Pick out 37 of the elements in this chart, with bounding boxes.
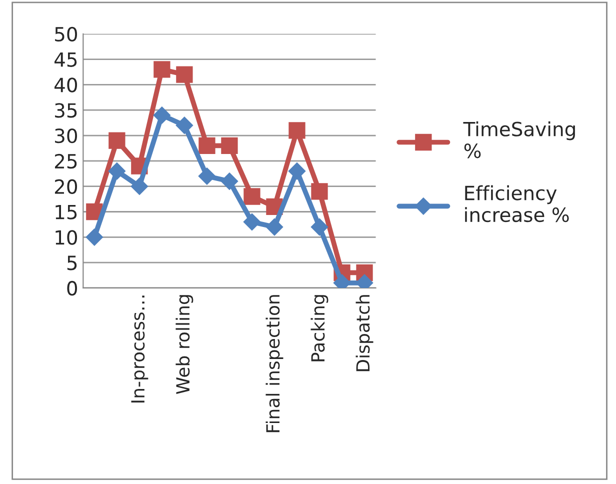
x-tick-label: Dispatch: [356, 295, 374, 372]
point: [310, 218, 328, 236]
point: [130, 178, 148, 195]
point: [108, 162, 126, 180]
legend-label: TimeSaving %: [463, 121, 575, 158]
x-tick-label: Packing: [310, 295, 328, 362]
point: [221, 137, 238, 154]
point: [266, 218, 284, 236]
legend-label: Efficiency increase %: [465, 185, 569, 222]
point: [108, 132, 126, 149]
y-tick-label: 0: [67, 280, 78, 296]
point: [288, 122, 306, 139]
point: [288, 162, 306, 180]
y-tick-label: 50: [55, 26, 78, 42]
y-tick-label: 45: [54, 52, 77, 67]
point: [154, 61, 170, 78]
point: [198, 168, 216, 185]
point: [153, 106, 170, 124]
y-tick-label: 15: [56, 204, 77, 220]
point: [176, 116, 193, 134]
point: [311, 183, 328, 200]
y-tick-label: 10: [56, 230, 78, 245]
point: [198, 137, 216, 154]
x-tick-label: In-process…: [131, 296, 148, 402]
y-tick-label: 40: [54, 78, 78, 92]
point: [220, 172, 238, 190]
point: [86, 228, 103, 246]
y-tick-label: 20: [54, 179, 78, 194]
y-tick-label: 5: [67, 256, 77, 270]
y-tick-label: 30: [55, 128, 78, 144]
point: [243, 213, 261, 230]
y-tick-label: 25: [54, 154, 77, 169]
point: [244, 188, 260, 205]
point: [176, 66, 193, 83]
x-tick-label: Web rolling: [176, 295, 194, 394]
y-tick-label: 35: [55, 103, 77, 118]
x-tick-label: Final inspection: [266, 295, 284, 432]
